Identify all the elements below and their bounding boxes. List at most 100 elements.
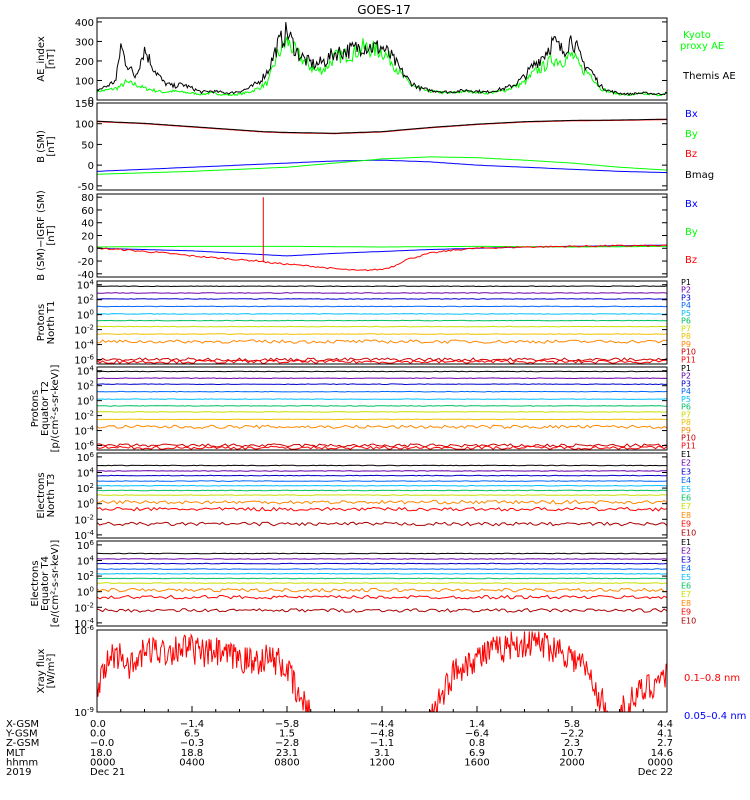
panel-plot-area (97, 285, 667, 364)
x-axis-value: 4.4 (657, 719, 673, 730)
panel-plot-area (97, 197, 667, 272)
channel-label-p8: P8 (681, 332, 691, 341)
series-line-p1 (97, 285, 667, 288)
channel-label-e1: E1 (681, 450, 691, 459)
x-axis-value: −5.8 (275, 719, 299, 730)
y-axis-label: Protons (30, 390, 41, 427)
panel-frame (96, 452, 668, 539)
channel-label-e10: E10 (681, 616, 696, 625)
y-tick-exponent: -4 (87, 617, 95, 625)
channel-label-e3: E3 (681, 555, 691, 564)
y-tick-label: 102 (77, 570, 94, 583)
x-axis-value: Dec 22 (638, 767, 673, 778)
x-axis-value: 14.6 (651, 748, 673, 759)
channel-label-p4: P4 (681, 301, 691, 310)
channel-label-e8: E8 (681, 599, 691, 608)
series-line-bz (97, 197, 667, 272)
x-axis-value: 3.1 (374, 748, 390, 759)
channel-label-p2: P2 (681, 372, 691, 381)
channel-label-e9: E9 (681, 520, 691, 529)
panel-frame (96, 366, 668, 451)
panel-plot-area (97, 370, 667, 450)
y-tick-label: 10-4 (74, 617, 94, 630)
y-tick-label: 50 (81, 140, 94, 151)
series-line-p6 (97, 319, 667, 322)
y-tick-exponent: 6 (90, 451, 95, 459)
y-axis-label: [nT] (46, 225, 57, 245)
y-tick-exponent: 4 (90, 365, 95, 373)
series-line-p6 (97, 405, 667, 407)
x-axis-value: 1600 (464, 757, 489, 768)
panel-plot-area (97, 631, 667, 712)
channel-label-p9: P9 (681, 426, 691, 435)
y-axis-label: [nT] (46, 49, 57, 69)
time-axis: X-GSM 0.0 −1.4 −5.8 −4.4 1.4 5.8 4.4 Y-GSM 0.0 6.5… (5, 706, 673, 778)
series-line-e5 (97, 484, 667, 487)
y-tick-label: 0 (88, 244, 94, 255)
series-line-p4 (97, 390, 667, 393)
series-line-e2 (97, 558, 667, 560)
y-axis-label: Protons (36, 304, 47, 341)
y-tick-label: 10-6 (74, 354, 94, 367)
channel-label-e2: E2 (681, 459, 691, 468)
channel-label-p10: P10 (681, 348, 696, 357)
legend-label-bx: Bx (685, 109, 698, 120)
x-axis-value: −1.1 (370, 738, 394, 749)
panel-frame (96, 629, 668, 713)
y-tick-label: 10-4 (74, 339, 94, 352)
x-axis-value: 23.1 (276, 748, 298, 759)
x-axis-value: −4.8 (370, 729, 394, 740)
x-axis-value: 10.7 (561, 748, 583, 759)
y-tick-label: -50 (78, 182, 94, 193)
channel-label-p3: P3 (681, 379, 691, 388)
series-line-bmag (97, 118, 667, 134)
series-line-p10 (97, 357, 667, 362)
panel-frame (96, 540, 668, 627)
y-axis-label: Electrons (36, 472, 47, 518)
series-line-p8 (97, 418, 667, 421)
y-tick-label: 20 (81, 232, 94, 243)
channel-label-e10: E10 (681, 528, 696, 537)
y-tick-exponent: 0 (90, 586, 94, 594)
y-tick-mantissa: 10 (77, 397, 90, 408)
series-line-p10 (97, 443, 667, 448)
series-line-p8 (97, 333, 667, 335)
legend-label-kyoto: Kyoto (683, 30, 711, 41)
panel-plot-area (97, 118, 667, 175)
y-tick-label: 100 (77, 498, 94, 511)
y-tick-mantissa: 10 (77, 468, 90, 479)
y-tick-label: 104 (77, 365, 95, 378)
y-tick-label: 10-2 (74, 324, 94, 337)
x-axis-value: 5.8 (564, 719, 580, 730)
y-tick-mantissa: 10 (77, 296, 90, 307)
x-axis-row-label-y-gsm: Y-GSM (5, 729, 38, 740)
channel-label-p11: P11 (681, 441, 696, 450)
y-tick-mantissa: 10 (74, 708, 87, 719)
channel-label-e9: E9 (681, 608, 691, 617)
series-line-e9 (97, 594, 667, 600)
series-line-e1 (97, 464, 667, 467)
y-tick-exponent: 2 (90, 294, 94, 302)
channel-label-p5: P5 (681, 395, 691, 404)
panel-frame (96, 102, 668, 191)
y-tick-label: 104 (77, 554, 95, 567)
channel-label-p9: P9 (681, 340, 691, 349)
legend-label-short: 0.05–0.4 nm (684, 711, 746, 722)
legend-label-kyoto: proxy AE (680, 41, 724, 52)
x-axis-value: 0.0 (90, 719, 106, 730)
y-tick-mantissa: 10 (77, 572, 90, 583)
y-tick-mantissa: 10 (74, 603, 87, 614)
channel-label-p10: P10 (681, 434, 696, 443)
series-line-p2 (97, 292, 667, 294)
channel-label-e7: E7 (681, 502, 691, 511)
series-line-bx (97, 159, 667, 174)
y-tick-mantissa: 10 (77, 311, 90, 322)
y-tick-label: 400 (75, 18, 94, 29)
y-tick-label: 106 (77, 451, 95, 464)
series-line-p5 (97, 398, 667, 400)
series-line-e6 (97, 577, 667, 580)
y-tick-label: 60 (81, 206, 94, 217)
channel-label-e8: E8 (681, 511, 691, 520)
